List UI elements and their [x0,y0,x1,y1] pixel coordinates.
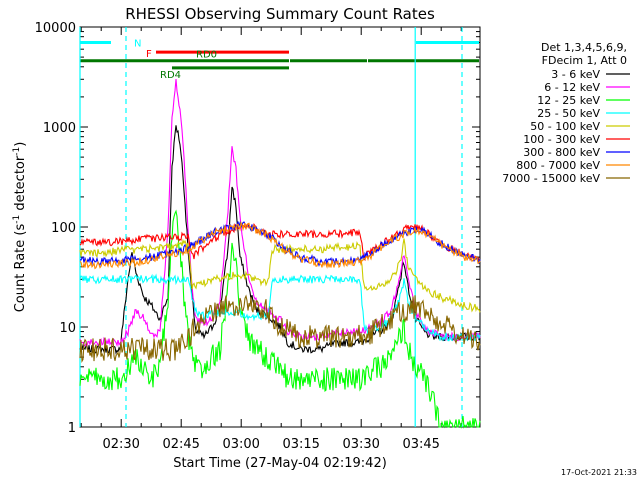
y-axis: 1 10 100 1000 10000 [35,21,480,436]
legend-header: FDecim 1, Att 0 [542,54,627,67]
y-axis-title: Count Rate (s-1 detector-1) [12,142,28,313]
x-tick-label: 02:30 [102,437,139,452]
x-axis: 02:30 02:45 03:00 03:15 03:30 03:45 [80,27,462,452]
flag-bars: NF RD0 RD4 [80,38,479,81]
series-line [79,223,480,262]
x-tick-label: 03:00 [222,437,259,452]
series-line [79,294,481,363]
y-tick-label: 10 [59,321,76,336]
series-line [79,238,481,313]
legend: Det 1,3,4,5,6,9,FDecim 1, Att 03 - 6 keV… [502,41,630,185]
legend-label: 100 - 300 keV [523,133,600,146]
legend-label: 7000 - 15000 keV [502,172,600,185]
legend-header: Det 1,3,4,5,6,9, [541,41,627,54]
legend-label: 12 - 25 keV [537,94,600,107]
x-axis-title: Start Time (27-May-04 02:19:42) [173,456,387,471]
legend-label: 50 - 100 keV [530,120,600,133]
legend-label: 25 - 50 keV [537,107,600,120]
series-lines [79,78,481,429]
series-line [79,209,481,429]
series-line [79,220,481,270]
flag-label-n: N [134,38,141,49]
x-tick-label: 03:45 [402,437,439,452]
flag-label-rd0: RD0 [196,50,217,61]
x-tick-label: 03:15 [282,437,319,452]
footer-date: 17-Oct-2021 21:33 [561,468,637,477]
legend-label: 800 - 7000 keV [516,159,600,172]
y-tick-label: 1 [68,421,76,436]
legend-label: 300 - 800 keV [523,146,600,159]
series-line [79,78,481,348]
flag-label-rd4: RD4 [160,70,181,81]
x-tick-label: 03:30 [342,437,379,452]
y-tick-label: 1000 [43,121,76,136]
legend-label: 6 - 12 keV [544,81,600,94]
y-tick-label: 10000 [35,21,76,36]
legend-label: 3 - 6 keV [551,68,600,81]
x-tick-label: 02:45 [162,437,199,452]
y-tick-label: 100 [51,221,76,236]
flag-label-f: F [146,49,152,60]
chart-title: RHESSI Observing Summary Count Rates [125,5,435,23]
